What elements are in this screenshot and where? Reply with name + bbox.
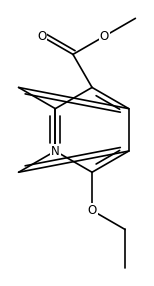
- Text: O: O: [37, 30, 46, 43]
- Text: N: N: [51, 144, 60, 158]
- Text: O: O: [99, 30, 109, 43]
- Text: O: O: [87, 204, 97, 217]
